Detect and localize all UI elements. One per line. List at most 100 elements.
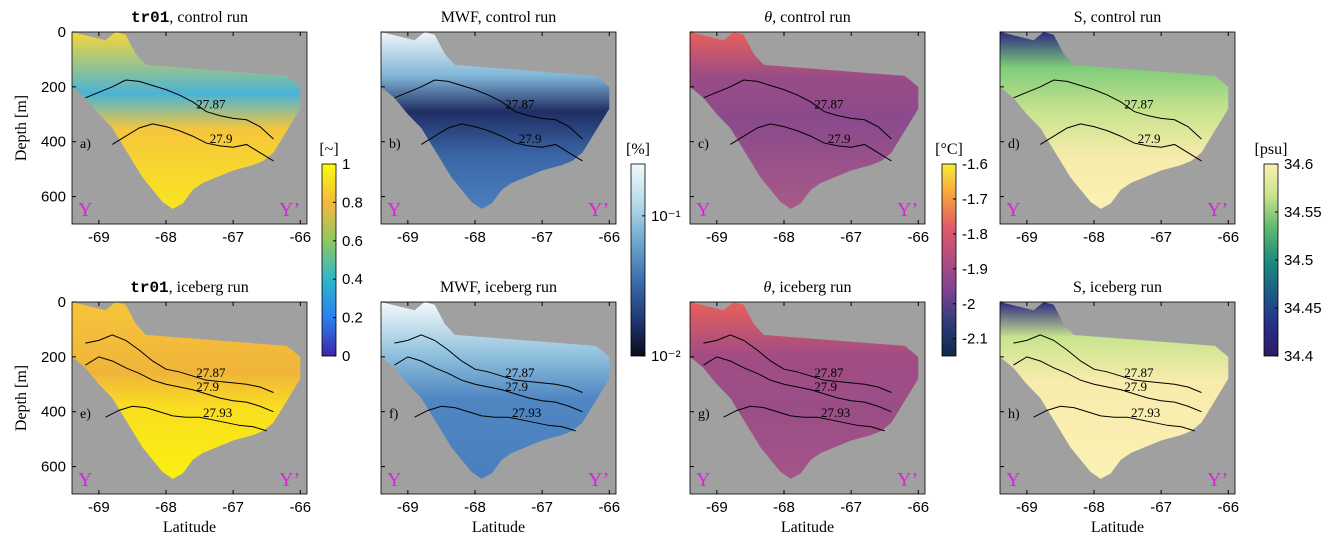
section-field — [1000, 32, 1229, 209]
title-variable: S — [1074, 9, 1083, 26]
panel-letter: f) — [389, 407, 399, 422]
colorbar-tick-label: -1.9 — [962, 261, 988, 278]
panel-title: tr01, control run — [131, 9, 248, 27]
contour-label: 27.87 — [814, 97, 844, 112]
colorbar-tick-label: 1 — [342, 156, 350, 173]
x-axis-label: Latitude — [781, 519, 834, 536]
section-field — [381, 302, 610, 479]
x-tick-label: -68 — [155, 229, 177, 246]
y-tick-label: 600 — [41, 459, 66, 476]
panel-frame — [71, 301, 308, 495]
section-start-label: Y — [1006, 199, 1020, 221]
contour-label: 27.9 — [210, 131, 233, 146]
colorbar-tick-label: 0.8 — [342, 194, 363, 211]
contour-line — [723, 405, 885, 432]
title-variable: MWF — [441, 9, 479, 26]
x-tick-label: -68 — [773, 229, 795, 246]
section-start-label: Y — [1006, 469, 1020, 491]
section-start-label: Y — [696, 199, 710, 221]
colorbar-tick-label: 34.6 — [1284, 156, 1313, 173]
contour-label: 27.87 — [196, 365, 226, 380]
section-end-label: Y’ — [897, 199, 918, 221]
title-variable: MWF — [440, 279, 478, 296]
contour-line — [394, 356, 583, 413]
y-axis-label: Depth [m] — [13, 95, 30, 161]
x-tick-label: -67 — [1150, 229, 1172, 246]
panel-letter: h) — [1008, 407, 1020, 422]
colorbar-bar — [941, 163, 957, 357]
x-axis-label: Latitude — [163, 519, 216, 536]
contour-line — [421, 123, 583, 162]
panel-frame — [380, 31, 617, 225]
title-variable: θ — [764, 9, 772, 26]
x-tick-label: -69 — [88, 499, 110, 516]
section-end-label: Y’ — [279, 199, 300, 221]
panel-frame — [689, 31, 926, 225]
y-tick-label: 400 — [41, 134, 66, 151]
contour-label: 27.93 — [203, 405, 232, 420]
panel-letter: e) — [80, 407, 91, 422]
colorbar-unit: [~] — [319, 141, 338, 158]
panel-letter: c) — [698, 137, 709, 152]
section-start-label: Y — [696, 469, 710, 491]
x-tick-label: -67 — [222, 229, 244, 246]
contour-label: 27.9 — [1124, 379, 1147, 394]
panel-frame — [71, 31, 308, 225]
contour-label: 27.9 — [814, 379, 837, 394]
section-end-label: Y’ — [1207, 469, 1228, 491]
contour-line — [105, 405, 267, 432]
colorbar-tick-label: 0 — [342, 348, 350, 365]
title-rest: , control run — [169, 9, 248, 26]
x-tick-label: -66 — [598, 499, 620, 516]
contour-line — [112, 123, 274, 162]
contour-label: 27.9 — [519, 131, 542, 146]
colorbar-tick-label: 34.4 — [1284, 348, 1313, 365]
panel-frame — [380, 301, 617, 495]
x-tick-label: -67 — [531, 229, 553, 246]
y-tick-label: 0 — [58, 24, 66, 41]
contour-line — [1013, 356, 1202, 413]
panel-title: θ, iceberg run — [764, 279, 852, 296]
colorbar-tick-label: 0.2 — [342, 310, 363, 327]
x-tick-label: -68 — [155, 499, 177, 516]
y-tick-label: 600 — [41, 189, 66, 206]
contour-label: 27.9 — [196, 379, 219, 394]
x-tick-label: -68 — [773, 499, 795, 516]
y-tick-label: 200 — [41, 349, 66, 366]
title-rest: , control run — [478, 9, 557, 26]
contour-line — [394, 79, 583, 140]
contour-line — [1013, 334, 1202, 393]
panel-d: 27.87 27.9 S, control run d) Y Y’ -69 -68 -67 -66 — [999, 9, 1239, 246]
colorbar-tr01: [~]1 0.8 0.6 0.4 0.2 0 — [319, 141, 363, 365]
section-end-label: Y’ — [1207, 199, 1228, 221]
contour-label: 27.87 — [1124, 97, 1154, 112]
colorbar-unit: [%] — [626, 141, 650, 158]
x-tick-label: -68 — [1083, 499, 1105, 516]
x-axis-label: Latitude — [1091, 519, 1144, 536]
colorbar-theta: [°C]-1.6 -1.7 -1.8 -1.9 -2 -2.1 — [935, 141, 988, 357]
panel-title: S, iceberg run — [1073, 279, 1162, 296]
x-tick-label: -66 — [1217, 499, 1239, 516]
x-tick-label: -69 — [397, 499, 419, 516]
section-field — [72, 302, 301, 479]
colorbar-tick-label: -2.1 — [962, 331, 988, 348]
section-field — [72, 32, 301, 209]
panel-title: MWF, control run — [441, 9, 557, 26]
section-field — [1000, 302, 1229, 479]
x-tick-label: -68 — [1083, 229, 1105, 246]
colorbar-tick-label: 34.45 — [1284, 300, 1322, 317]
colorbar-tick-label: 0.6 — [342, 233, 363, 250]
contour-line — [85, 334, 274, 393]
contour-line — [85, 79, 274, 140]
contour-label: 27.87 — [814, 365, 844, 380]
x-tick-label: -69 — [88, 229, 110, 246]
colorbar-unit: [°C] — [935, 141, 963, 158]
x-tick-label: -66 — [598, 229, 620, 246]
x-tick-label: -67 — [531, 499, 553, 516]
panel-frame — [999, 301, 1236, 495]
section-end-label: Y’ — [588, 199, 609, 221]
x-tick-label: -67 — [1150, 499, 1172, 516]
contour-line — [703, 79, 892, 140]
section-end-label: Y’ — [588, 469, 609, 491]
